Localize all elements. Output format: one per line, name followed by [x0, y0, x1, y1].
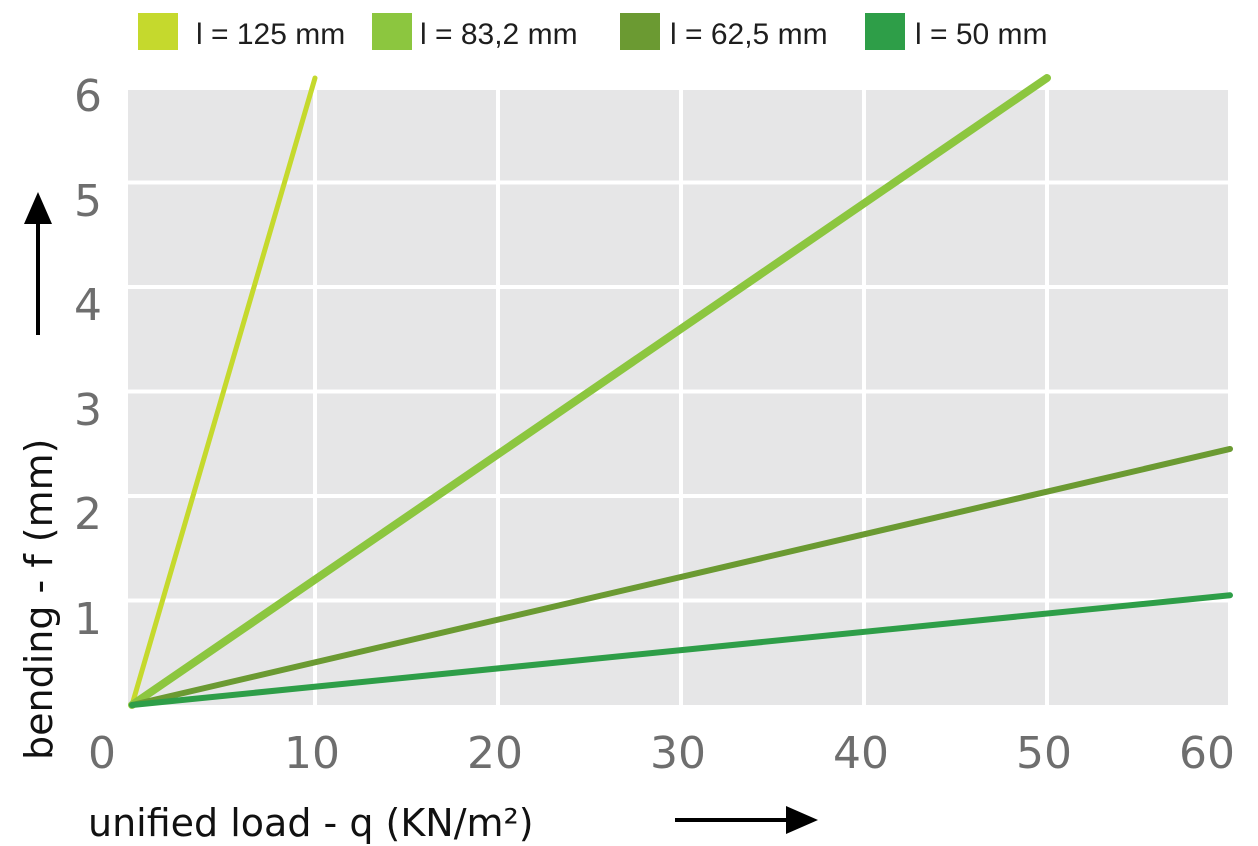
y-tick-label: 6 — [74, 71, 102, 122]
x-tick-label: 0 — [88, 728, 116, 779]
x-tick-label: 30 — [650, 728, 706, 779]
series-lines — [128, 74, 1233, 709]
y-tick-label: 2 — [74, 489, 102, 540]
legend-swatch — [372, 13, 412, 50]
x-tick-label: 20 — [467, 728, 523, 779]
legend-label: l = 62,5 mm — [670, 18, 828, 51]
grid — [128, 90, 1228, 705]
x-tick-label: 10 — [284, 728, 340, 779]
series-line — [129, 592, 1233, 708]
legend-swatch — [620, 13, 660, 50]
legend-item: l = 62,5 mm — [620, 13, 828, 51]
x-axis-arrow-icon — [675, 806, 818, 834]
x-axis-title: unified load - q (KN/m²) — [88, 801, 534, 845]
y-axis-arrow-icon — [24, 192, 52, 335]
x-tick-label: 50 — [1016, 728, 1072, 779]
x-tick-label: 40 — [833, 728, 889, 779]
y-tick-label: 3 — [74, 385, 102, 436]
legend-label: l = 83,2 mm — [420, 18, 578, 51]
series-line — [129, 445, 1233, 708]
y-axis-title: bending - f (mm) — [17, 439, 61, 760]
legend-item: l = 83,2 mm — [372, 13, 578, 51]
series-line — [129, 75, 318, 708]
legend: l = 125 mm l = 83,2 mm l = 62,5 mm l = 5… — [138, 13, 1048, 51]
legend-item: l = 125 mm — [138, 13, 345, 51]
y-tick-labels: 1 2 3 4 5 6 — [74, 71, 102, 645]
y-tick-label: 1 — [74, 594, 102, 645]
series-line — [128, 74, 1051, 709]
legend-swatch — [865, 13, 905, 50]
legend-item: l = 50 mm — [865, 13, 1048, 51]
x-tick-label: 60 — [1179, 728, 1235, 779]
y-tick-label: 5 — [74, 176, 102, 227]
x-tick-labels: 0 10 20 30 40 50 60 — [88, 728, 1235, 779]
legend-label: l = 125 mm — [196, 18, 345, 51]
legend-label: l = 50 mm — [915, 18, 1048, 51]
legend-swatch — [138, 13, 178, 50]
y-tick-label: 4 — [74, 280, 102, 331]
